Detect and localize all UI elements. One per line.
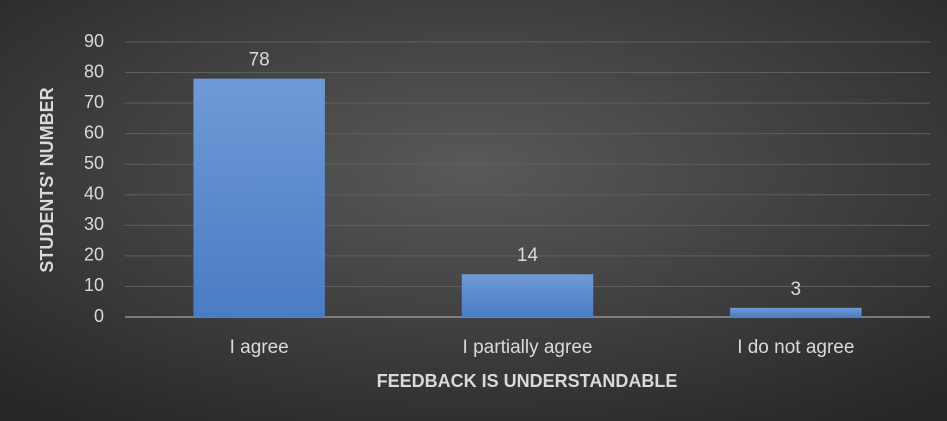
data-label: 14 [517,245,539,266]
bar [730,307,862,317]
bar [461,274,594,317]
y-tick-label: 10 [84,275,104,295]
y-tick-label: 0 [94,306,104,326]
y-tick-label: 80 [84,61,104,81]
y-tick-label: 90 [84,31,104,51]
x-tick-label: I partially agree [463,337,593,358]
x-tick-label: I do not agree [737,337,854,358]
y-tick-label: 70 [84,92,104,112]
bar [193,78,325,318]
data-label: 78 [249,50,270,71]
y-tick-label: 20 [84,245,104,265]
y-axis-title: STUDENTS' NUMBER [37,87,57,272]
y-tick-label: 40 [84,184,104,204]
y-tick-label: 60 [84,122,104,142]
x-tick-label: I agree [230,337,289,358]
y-tick-label: 30 [84,214,104,234]
y-tick-label: 50 [84,153,104,173]
data-label: 3 [791,279,802,300]
x-axis-title: FEEDBACK IS UNDERSTANDABLE [377,371,678,391]
